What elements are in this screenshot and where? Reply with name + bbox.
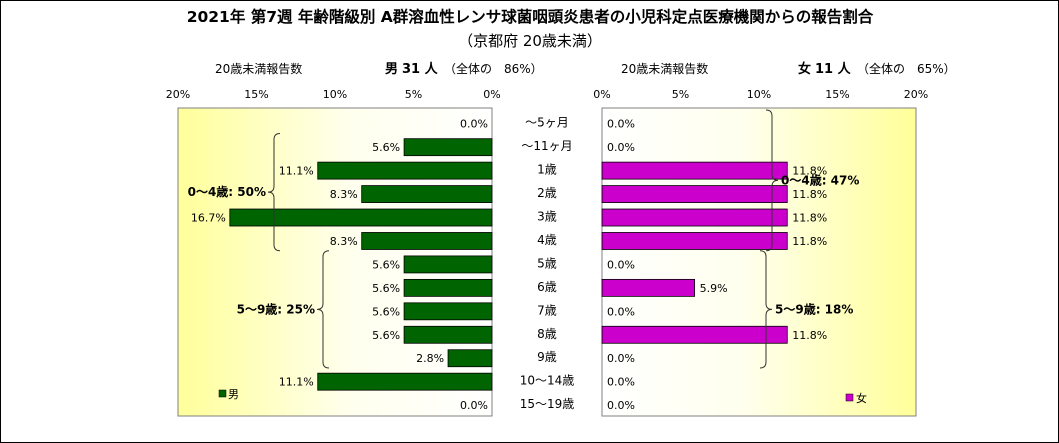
category-label: 15～19歳 (520, 397, 575, 411)
category-label: ～11ヶ月 (521, 139, 572, 153)
female-x-tick: 15% (825, 88, 849, 101)
male-x-tick: 20% (166, 88, 190, 101)
female-bar-label: 0.0% (607, 118, 635, 131)
female-group-brace (765, 109, 779, 252)
male-bar (403, 278, 493, 297)
chart-title: 2021年 第7週 年齢階級別 A群溶血性レンサ球菌咽頭炎患者の小児科定点医療機… (187, 7, 874, 26)
male-sex-label: 男 (385, 62, 398, 77)
female-x-tick: 10% (747, 88, 771, 101)
male-bar (403, 255, 493, 274)
female-plot-area (601, 107, 917, 417)
male-bar-label: 8.3% (330, 188, 358, 201)
male-bar-label: 5.6% (372, 305, 400, 318)
male-bar (361, 185, 493, 203)
male-x-tick: 15% (244, 88, 268, 101)
male-bar-label: 11.1% (279, 376, 314, 389)
category-label: 2歳 (537, 186, 557, 200)
category-label: 8歳 (537, 327, 557, 341)
male-x-tick: 0% (483, 88, 500, 101)
female-bar-label: 11.8% (792, 329, 827, 342)
female-bar (601, 232, 788, 250)
male-bar (317, 161, 493, 180)
female-bar-label: 0.0% (607, 305, 635, 318)
category-label: 4歳 (537, 233, 557, 247)
female-group-label: 5～9歳: 18% (775, 301, 853, 316)
male-report-label: 20歳未満報告数 (215, 61, 302, 76)
female-bar-label: 5.9% (700, 282, 728, 295)
female-count: 11 人 (815, 61, 852, 77)
category-label: 7歳 (537, 303, 557, 317)
female-x-tick: 0% (593, 88, 610, 101)
category-label: 9歳 (537, 350, 557, 364)
male-bar-label: 0.0% (460, 399, 488, 412)
category-label: 3歳 (537, 210, 557, 224)
male-legend-swatch (218, 389, 227, 398)
male-bar-label: 5.6% (372, 141, 400, 154)
male-bar-label: 2.8% (416, 352, 444, 365)
female-x-tick: 20% (904, 88, 928, 101)
category-label: 6歳 (537, 280, 557, 294)
male-bar (403, 138, 493, 157)
male-group-label: 0～4歳: 50% (188, 184, 266, 199)
male-count: 31 人 (402, 61, 439, 77)
male-share: （全体の 86%） (444, 61, 543, 76)
male-bar (447, 349, 493, 368)
female-group-brace (759, 250, 773, 369)
female-bar-label: 0.0% (607, 352, 635, 365)
category-label: 1歳 (537, 163, 557, 177)
male-bar (317, 372, 493, 391)
female-report-label: 20歳未満報告数 (621, 61, 708, 76)
female-bar (601, 185, 788, 203)
category-label: ～5ヶ月 (525, 116, 569, 130)
female-legend-swatch (845, 393, 854, 402)
female-bar (601, 278, 696, 297)
female-bar (601, 208, 788, 227)
female-bar (601, 325, 788, 344)
male-bar-label: 8.3% (330, 235, 358, 248)
male-bar-label: 0.0% (460, 118, 488, 131)
male-bar (403, 325, 493, 344)
male-x-tick: 10% (323, 88, 347, 101)
male-bar-label: 5.6% (372, 258, 400, 271)
female-bar-label: 11.8% (792, 235, 827, 248)
female-bar-label: 11.8% (792, 188, 827, 201)
male-bar-label: 5.6% (372, 282, 400, 295)
female-bar-label: 0.0% (607, 141, 635, 154)
female-bar-label: 0.0% (607, 376, 635, 389)
female-bar-label: 11.8% (792, 165, 827, 178)
female-bar-label: 0.0% (607, 258, 635, 271)
female-share: （全体の 65%） (857, 61, 956, 76)
female-sex-label: 女 (798, 61, 811, 77)
male-bar (361, 232, 493, 250)
male-group-brace (316, 250, 330, 369)
female-group-label: 0～4歳: 47% (781, 172, 859, 187)
chart-subtitle: （京都府 20歳未満） (458, 32, 602, 50)
male-bar-label: 11.1% (279, 165, 314, 178)
female-x-tick: 5% (672, 88, 689, 101)
male-bar (229, 208, 493, 227)
category-label: 10～14歳 (520, 374, 575, 388)
category-label: 5歳 (537, 256, 557, 270)
female-bar (601, 161, 788, 180)
male-group-brace (267, 132, 281, 252)
female-bar-label: 0.0% (607, 399, 635, 412)
male-group-label: 5～9歳: 25% (237, 301, 315, 316)
male-bar (403, 302, 493, 321)
female-legend-label: 女 (856, 391, 867, 405)
female-bar-label: 11.8% (792, 212, 827, 225)
male-legend-label: 男 (228, 388, 239, 401)
male-bar-label: 5.6% (372, 329, 400, 342)
male-bar-label: 16.7% (191, 212, 226, 225)
male-x-tick: 5% (405, 88, 422, 101)
